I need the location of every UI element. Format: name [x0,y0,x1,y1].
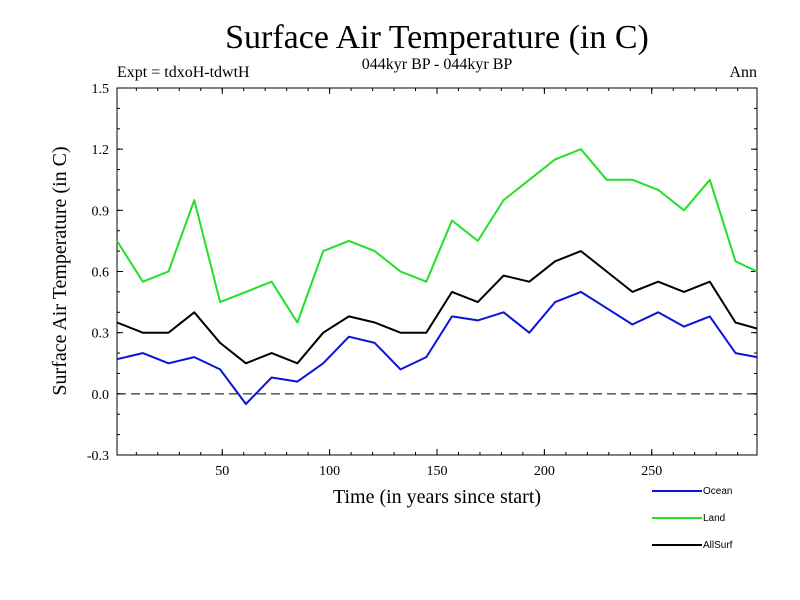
series-line-land [116,148,758,324]
legend-label-ocean: Ocean [703,486,732,497]
chart-title: Surface Air Temperature (in C) [225,19,649,56]
experiment-label: Expt = tdxoH-tdwtH [117,64,250,81]
series-line-allsurf [116,250,758,365]
x-tick-label: 150 [427,464,448,479]
chart-subtitle: 044kyr BP - 044kyr BP [362,56,513,73]
season-label: Ann [729,64,757,81]
x-tick-label: 100 [319,464,340,479]
x-tick-label: 200 [534,464,555,479]
x-tick-label: 50 [215,464,229,479]
y-tick-label: 1.5 [92,82,110,97]
plot-area: -0.3 0.0 0.3 0.6 0.9 1.2 1.5 50 100 150 200 250 [87,82,758,479]
y-axis-title: Surface Air Temperature (in C) [49,146,71,395]
y-tick-label: 0.6 [92,266,110,281]
legend: Ocean Land AllSurf [652,486,733,551]
x-tick-label: 250 [641,464,662,479]
y-tick-label: -0.3 [87,449,109,464]
x-axis-title: Time (in years since start) [333,486,541,508]
y-tick-label: 0.0 [92,388,110,403]
y-tick-label: 0.9 [92,204,110,219]
y-tick-label: 1.2 [92,143,110,158]
legend-label-allsurf: AllSurf [703,540,733,551]
series-line-ocean [116,290,758,405]
legend-label-land: Land [703,513,725,524]
y-tick-label: 0.3 [92,327,110,342]
